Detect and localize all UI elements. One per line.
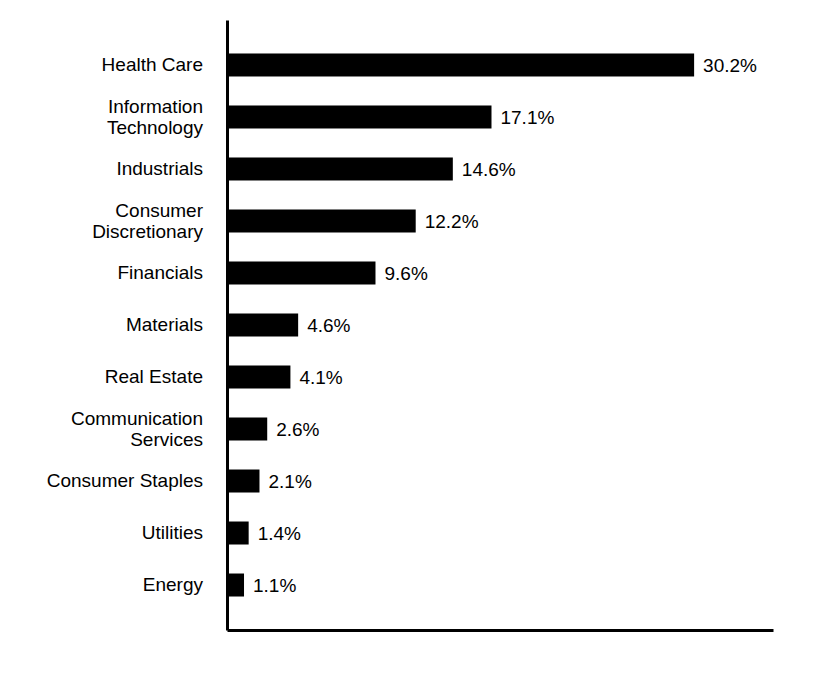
data-label: 14.6% [462, 159, 516, 180]
tick-label: Utilities [142, 522, 203, 543]
y-axis-line [226, 21, 229, 631]
data-labels: 30.2% 17.1% 14.6% 12.2% 9.6% 4.6% 4.1% 2.6% 2.1%… [253, 55, 757, 596]
data-label: 1.1% [253, 575, 296, 596]
tick: Health Care [102, 54, 203, 75]
tick-label: Industrials [116, 158, 203, 179]
bar [227, 522, 249, 545]
tick: InformationTechnology [107, 96, 204, 138]
tick-label: ConsumerDiscretionary [92, 200, 204, 242]
tick-label: Health Care [102, 54, 203, 75]
tick: Financials [117, 262, 203, 283]
data-label: 1.4% [258, 523, 301, 544]
tick-label: Financials [117, 262, 203, 283]
tick-label: Materials [126, 314, 203, 335]
bars [227, 53, 694, 596]
bar [227, 105, 491, 128]
data-label: 12.2% [425, 211, 479, 232]
tick: Utilities [142, 522, 203, 543]
data-label: 2.1% [268, 471, 311, 492]
tick-label: Consumer Staples [47, 470, 203, 491]
tick: CommunicationServices [71, 408, 203, 450]
tick: Consumer Staples [47, 470, 203, 491]
data-label: 4.1% [299, 367, 342, 388]
data-label: 9.6% [384, 263, 427, 284]
y-axis: Health Care InformationTechnology Industri… [47, 21, 228, 631]
bar [227, 157, 453, 180]
tick: Industrials [116, 158, 203, 179]
tick: Materials [126, 314, 203, 335]
tick-label: CommunicationServices [71, 408, 203, 450]
bar [227, 261, 375, 284]
bar [227, 313, 298, 336]
x-axis-line [228, 629, 774, 632]
bar [227, 418, 267, 441]
tick-label: Real Estate [105, 366, 203, 387]
data-label: 2.6% [276, 419, 319, 440]
bar [227, 574, 244, 597]
bar [227, 366, 290, 389]
tick: ConsumerDiscretionary [92, 200, 204, 242]
tick-label: Energy [143, 574, 204, 595]
x-axis [228, 630, 774, 631]
tick: Real Estate [105, 366, 203, 387]
bar [227, 470, 259, 493]
bar [227, 53, 694, 76]
bar [227, 209, 416, 232]
tick: Energy [143, 574, 204, 595]
data-label: 30.2% [703, 55, 757, 76]
chart: 30.2% 17.1% 14.6% 12.2% 9.6% 4.6% 4.1% 2.6% 2.1%… [0, 0, 828, 696]
data-label: 4.6% [307, 315, 350, 336]
data-label: 17.1% [500, 107, 554, 128]
tick-label: InformationTechnology [107, 96, 204, 138]
